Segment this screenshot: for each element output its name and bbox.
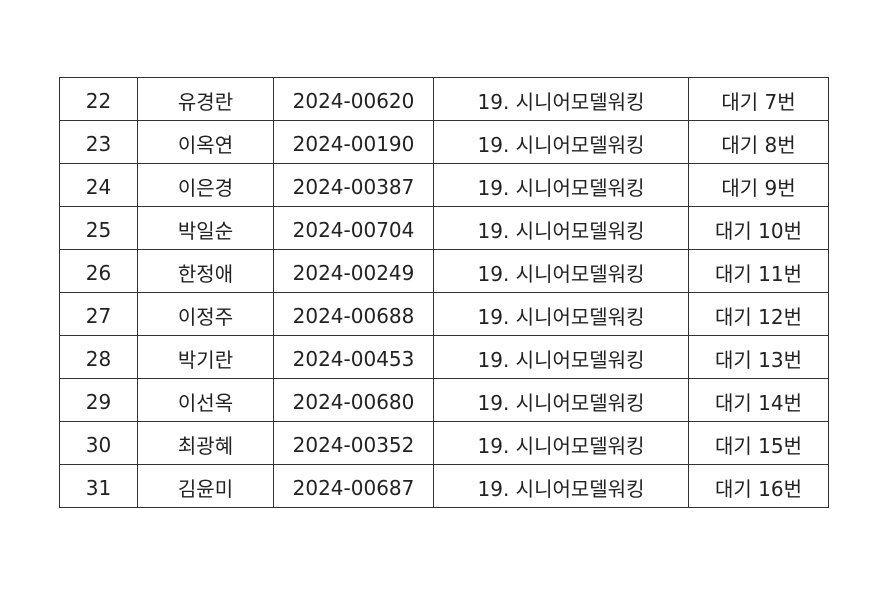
waitlist-status: 대기 10번 [688,206,829,250]
row-number: 27 [59,292,138,336]
waitlist-status: 대기 9번 [688,163,829,207]
application-id: 2024-00704 [273,206,434,250]
course-name: 19. 시니어모델워킹 [433,378,689,422]
waitlist-status: 대기 15번 [688,421,829,465]
row-number: 25 [59,206,138,250]
applicant-name: 이은경 [137,163,274,207]
applicant-name: 한정애 [137,249,274,293]
waitlist-status: 대기 8번 [688,120,829,164]
waitlist-status: 대기 13번 [688,335,829,379]
course-name: 19. 시니어모델워킹 [433,120,689,164]
table-row: 22 유경란 2024-00620 19. 시니어모델워킹 대기 7번 [59,77,829,121]
table-row: 23 이옥연 2024-00190 19. 시니어모델워킹 대기 8번 [59,120,829,164]
applicant-name: 이옥연 [137,120,274,164]
table-row: 28 박기란 2024-00453 19. 시니어모델워킹 대기 13번 [59,335,829,379]
course-name: 19. 시니어모델워킹 [433,421,689,465]
row-number: 23 [59,120,138,164]
row-number: 26 [59,249,138,293]
waitlist-status: 대기 12번 [688,292,829,336]
row-number: 31 [59,464,138,508]
applicant-name: 박일순 [137,206,274,250]
waitlist-status: 대기 7번 [688,77,829,121]
course-name: 19. 시니어모델워킹 [433,292,689,336]
waitlist-status: 대기 16번 [688,464,829,508]
table-row: 31 김윤미 2024-00687 19. 시니어모델워킹 대기 16번 [59,464,829,508]
row-number: 28 [59,335,138,379]
course-name: 19. 시니어모델워킹 [433,77,689,121]
applicant-name: 유경란 [137,77,274,121]
application-id: 2024-00687 [273,464,434,508]
applicant-name: 박기란 [137,335,274,379]
table-row: 24 이은경 2024-00387 19. 시니어모델워킹 대기 9번 [59,163,829,207]
row-number: 24 [59,163,138,207]
row-number: 29 [59,378,138,422]
table-row: 30 최광혜 2024-00352 19. 시니어모델워킹 대기 15번 [59,421,829,465]
table-row: 27 이정주 2024-00688 19. 시니어모델워킹 대기 12번 [59,292,829,336]
applicant-name: 이선옥 [137,378,274,422]
row-number: 22 [59,77,138,121]
table-row: 29 이선옥 2024-00680 19. 시니어모델워킹 대기 14번 [59,378,829,422]
application-id: 2024-00453 [273,335,434,379]
course-name: 19. 시니어모델워킹 [433,464,689,508]
applicant-name: 이정주 [137,292,274,336]
course-name: 19. 시니어모델워킹 [433,163,689,207]
applicant-name: 김윤미 [137,464,274,508]
application-id: 2024-00387 [273,163,434,207]
application-id: 2024-00680 [273,378,434,422]
row-number: 30 [59,421,138,465]
table-row: 26 한정애 2024-00249 19. 시니어모델워킹 대기 11번 [59,249,829,293]
application-id: 2024-00352 [273,421,434,465]
table-row: 25 박일순 2024-00704 19. 시니어모델워킹 대기 10번 [59,206,829,250]
waitlist-status: 대기 14번 [688,378,829,422]
waitlist-table: 22 유경란 2024-00620 19. 시니어모델워킹 대기 7번 23 이옥연 2024… [59,77,829,508]
application-id: 2024-00620 [273,77,434,121]
applicant-name: 최광혜 [137,421,274,465]
course-name: 19. 시니어모델워킹 [433,335,689,379]
application-id: 2024-00688 [273,292,434,336]
application-id: 2024-00249 [273,249,434,293]
course-name: 19. 시니어모델워킹 [433,249,689,293]
application-id: 2024-00190 [273,120,434,164]
course-name: 19. 시니어모델워킹 [433,206,689,250]
waitlist-status: 대기 11번 [688,249,829,293]
